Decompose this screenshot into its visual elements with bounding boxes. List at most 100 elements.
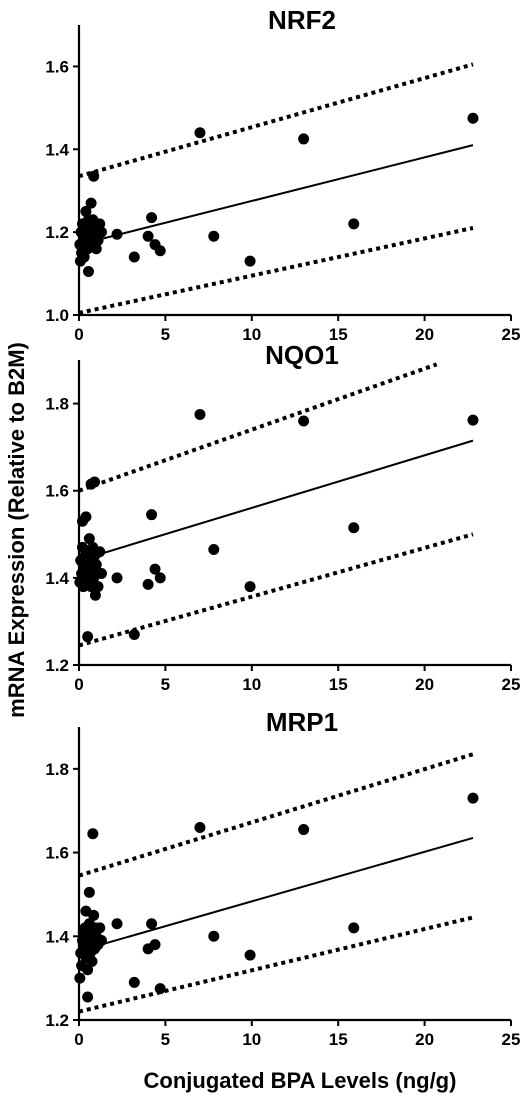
y-tick-label: 1.6	[45, 482, 69, 501]
panel-nqo1: NQO1 0 5 10 15 20 25 1.2 1.4 1.6 1.8	[45, 340, 520, 694]
x-tick-label: 5	[161, 1030, 170, 1049]
chart-title: MRP1	[266, 707, 338, 737]
data-point	[90, 243, 102, 255]
data-point	[298, 415, 310, 427]
data-point	[83, 266, 95, 277]
data-point	[467, 792, 479, 804]
data-point	[128, 976, 140, 988]
data-point	[149, 563, 161, 575]
y-tick-label: 1.6	[45, 57, 69, 76]
data-point	[146, 212, 158, 224]
y-tick-label: 1.2	[45, 656, 69, 675]
data-point	[348, 218, 360, 230]
x-axis-label: Conjugated BPA Levels (ng/g)	[144, 1068, 457, 1093]
data-point	[95, 934, 107, 946]
data-point	[89, 476, 101, 488]
data-point	[149, 939, 161, 951]
x-tick-label: 0	[74, 1030, 83, 1049]
data-point	[244, 255, 256, 267]
data-point	[208, 930, 220, 942]
x-tick-label: 0	[74, 325, 83, 344]
data-point	[298, 824, 310, 836]
data-point	[80, 905, 92, 917]
y-tick-label: 1.6	[45, 844, 69, 863]
y-tick-label: 1.0	[45, 306, 69, 325]
panel-mrp1: MRP1 0 5 10 15 20 25 1.2 1.4 1.6 1.8	[45, 707, 520, 1049]
data-point	[142, 230, 154, 242]
data-point	[82, 631, 94, 643]
y-axis-label: mRNA Expression (Relative to B2M)	[4, 342, 29, 718]
data-point	[87, 828, 99, 840]
y-tick-label: 1.4	[45, 927, 69, 946]
data-point	[74, 972, 86, 984]
data-point	[244, 581, 256, 593]
data-point	[348, 522, 360, 534]
regression-line	[78, 836, 474, 952]
y-tick-label: 1.2	[45, 223, 69, 242]
data-point	[128, 629, 140, 640]
data-point	[86, 955, 98, 967]
data-point	[90, 559, 102, 571]
data-point	[95, 226, 107, 238]
data-point	[146, 918, 158, 930]
x-tick-label: 0	[74, 675, 83, 694]
x-tick-label: 10	[242, 675, 261, 694]
data-point	[82, 964, 94, 976]
lower-confidence-band	[78, 532, 474, 648]
x-tick-label: 15	[329, 675, 348, 694]
data-point	[83, 886, 95, 898]
data-point	[89, 589, 101, 601]
x-tick-label: 10	[242, 1030, 261, 1049]
data-point	[78, 251, 90, 263]
data-point	[154, 983, 166, 995]
regression-line	[78, 144, 474, 246]
lower-confidence-band	[78, 226, 474, 315]
data-point	[146, 509, 158, 521]
data-point	[208, 544, 220, 556]
chart-title: NQO1	[265, 340, 339, 370]
y-tick-label: 1.4	[45, 569, 69, 588]
data-point	[154, 245, 166, 257]
data-point	[94, 922, 106, 934]
x-tick-label: 25	[502, 325, 521, 344]
data-point	[80, 511, 92, 523]
x-tick-label: 25	[502, 1030, 521, 1049]
data-point	[244, 949, 256, 961]
lower-confidence-band	[78, 915, 474, 1014]
data-point	[128, 251, 140, 263]
data-point	[142, 578, 154, 590]
x-tick-label: 20	[415, 675, 434, 694]
x-tick-label: 10	[242, 325, 261, 344]
y-tick-label: 1.2	[45, 1011, 69, 1030]
y-tick-label: 1.8	[45, 395, 69, 414]
data-point	[194, 821, 206, 833]
data-point	[88, 170, 100, 182]
panel-nrf2: NRF2 0 5 10 15 20 25 1.0 1.2 1.4 1.6	[45, 5, 520, 344]
data-point	[348, 922, 360, 934]
data-point	[82, 991, 94, 1003]
data-point	[92, 581, 104, 593]
regression-line	[78, 439, 474, 562]
data-point	[208, 230, 220, 242]
data-point	[467, 414, 479, 426]
data-point	[467, 112, 479, 124]
data-point	[83, 533, 95, 545]
data-point	[111, 918, 123, 930]
upper-confidence-band	[78, 362, 438, 493]
data-point	[92, 234, 104, 246]
x-tick-label: 5	[161, 675, 170, 694]
data-point	[298, 133, 310, 145]
data-point	[111, 572, 123, 584]
data-point	[194, 408, 206, 420]
x-tick-label: 25	[502, 675, 521, 694]
data-point	[194, 127, 206, 139]
y-tick-label: 1.8	[45, 760, 69, 779]
x-tick-label: 15	[329, 325, 348, 344]
upper-confidence-band	[78, 752, 474, 878]
x-tick-label: 5	[161, 325, 170, 344]
y-tick-label: 1.4	[45, 140, 69, 159]
data-point	[94, 218, 106, 230]
data-point	[111, 228, 123, 240]
data-point	[154, 572, 166, 584]
